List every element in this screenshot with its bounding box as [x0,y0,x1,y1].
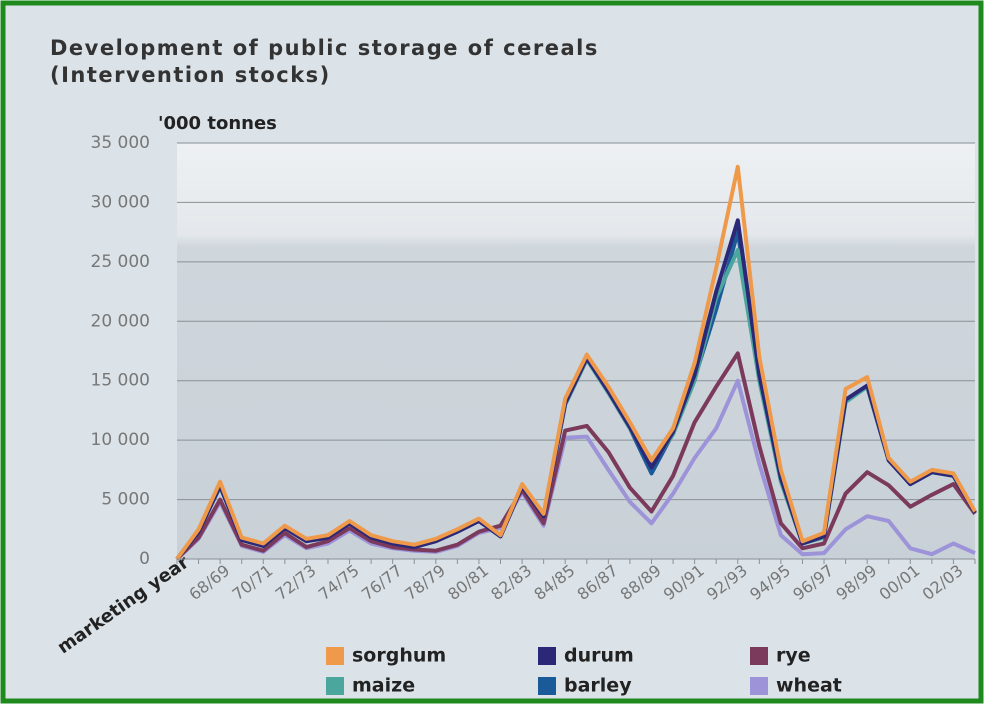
legend-label: maize [352,675,415,697]
y-tick-label: 35 000 [91,133,150,153]
legend-label: durum [564,645,634,667]
y-tick-label: 20 000 [91,311,150,331]
legend-swatch [750,647,768,665]
legend-swatch [538,647,556,665]
y-tick-label: 10 000 [91,430,150,450]
legend-swatch [326,647,344,665]
y-tick-label: 30 000 [91,192,150,212]
plot-background [177,143,975,559]
y-tick-label: 5 000 [101,490,150,510]
y-tick-label: 15 000 [91,371,150,391]
y-tick-label: 25 000 [91,252,150,272]
legend-swatch [538,677,556,695]
legend-label: rye [776,645,811,667]
chart: Development of public storage of cereals… [0,0,984,704]
legend-swatch [326,677,344,695]
legend-label: wheat [776,675,842,697]
legend-label: barley [564,675,632,697]
legend-label: sorghum [352,645,446,667]
y-tick-label: 0 [139,549,150,569]
y-axis-label: '000 tonnes [158,113,277,134]
legend-swatch [750,677,768,695]
chart-title: Development of public storage of cereals [50,36,599,60]
chart-subtitle: (Intervention stocks) [50,63,331,87]
